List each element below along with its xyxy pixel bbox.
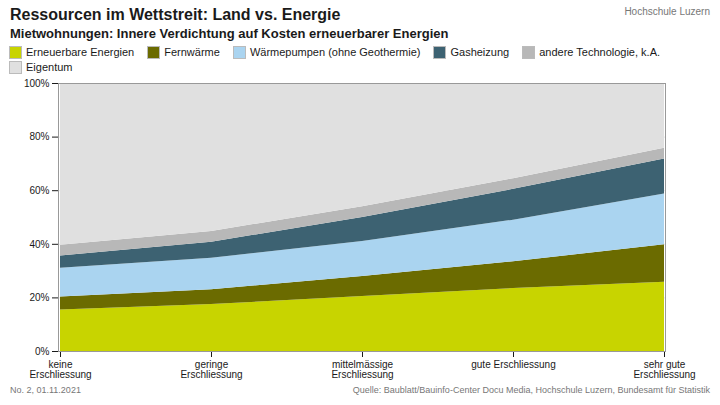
html-text:No. 2, 01.11.2021: No. 2, 01.11.2021 [10,385,81,395]
html-text:Mietwohnungen: Innere Verdicht: Mietwohnungen: Innere Verdichtung auf Ko… [10,26,449,41]
svg-text:80%: 80% [29,131,49,142]
svg-text:20%: 20% [29,292,49,303]
html-text:Eigentum: Eigentum [26,61,73,73]
svg-text:60%: 60% [29,185,49,196]
html-text:Fernwärme: Fernwärme [164,46,220,58]
svg-text:gute Erschliessung: gute Erschliessung [471,359,556,370]
html-text:Erneuerbare Energien: Erneuerbare Energien [26,46,135,58]
svg-text:0%: 0% [35,346,50,357]
html-text:Wärmepumpen (ohne Geothermie): Wärmepumpen (ohne Geothermie) [249,46,421,58]
svg-text:geringeErschliessung: geringeErschliessung [180,359,242,380]
html-text:Ressourcen im Wettstreit: Land: Ressourcen im Wettstreit: Land vs. Energ… [10,6,341,23]
html-text:Hochschule Luzern: Hochschule Luzern [624,6,710,17]
svg-text:sehr guteErschliessung: sehr guteErschliessung [633,359,695,380]
svg-text:mittelmässigeErschliessung: mittelmässigeErschliessung [331,359,393,380]
svg-text:100%: 100% [24,78,50,89]
svg-text:keineErschliessung: keineErschliessung [29,359,91,380]
html-text:Gasheizung: Gasheizung [450,46,510,58]
svg-text:40%: 40% [29,239,49,250]
html-text:Quelle: Baublatt/Bauinfo-Cente: Quelle: Baublatt/Bauinfo-Center Docu Med… [352,385,710,395]
html-text:andere Technologie, k.A.: andere Technologie, k.A. [539,46,661,58]
